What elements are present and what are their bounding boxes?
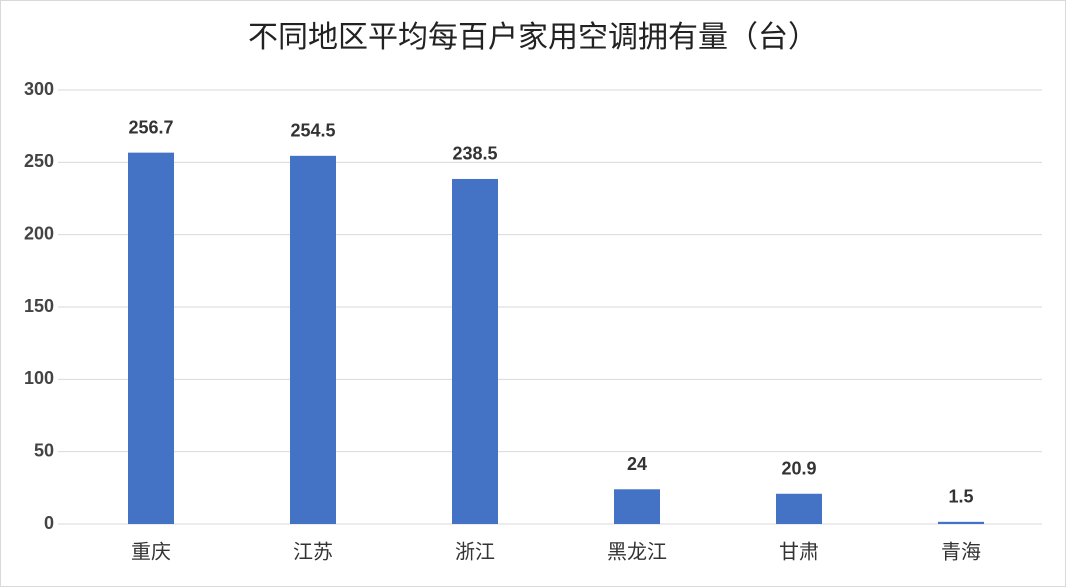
bar <box>776 493 822 524</box>
bar <box>614 489 660 524</box>
y-tick-label: 200 <box>24 223 54 243</box>
data-label: 24 <box>627 454 647 474</box>
bar <box>290 155 336 524</box>
y-tick-label: 50 <box>34 440 54 460</box>
x-tick-label: 江苏 <box>293 540 333 564</box>
data-label: 238.5 <box>452 144 497 164</box>
y-tick-label: 150 <box>24 296 54 316</box>
data-label: 254.5 <box>290 121 335 141</box>
x-tick-label: 黑龙江 <box>607 540 667 564</box>
x-tick-label: 甘肃 <box>779 540 819 564</box>
y-tick-label: 0 <box>44 513 54 533</box>
y-tick-label: 100 <box>24 368 54 388</box>
bar <box>128 152 174 524</box>
chart-title: 不同地区平均每百户家用空调拥有量（台） <box>248 20 818 55</box>
x-tick-label: 重庆 <box>131 540 171 564</box>
bar <box>452 178 498 524</box>
y-tick-label: 250 <box>24 151 54 171</box>
data-label: 256.7 <box>128 117 173 137</box>
x-tick-label: 青海 <box>941 540 981 564</box>
data-label: 1.5 <box>948 487 973 507</box>
y-tick-label: 300 <box>24 79 54 99</box>
bar <box>938 521 984 524</box>
data-label: 20.9 <box>781 459 816 479</box>
x-tick-label: 浙江 <box>455 540 495 564</box>
